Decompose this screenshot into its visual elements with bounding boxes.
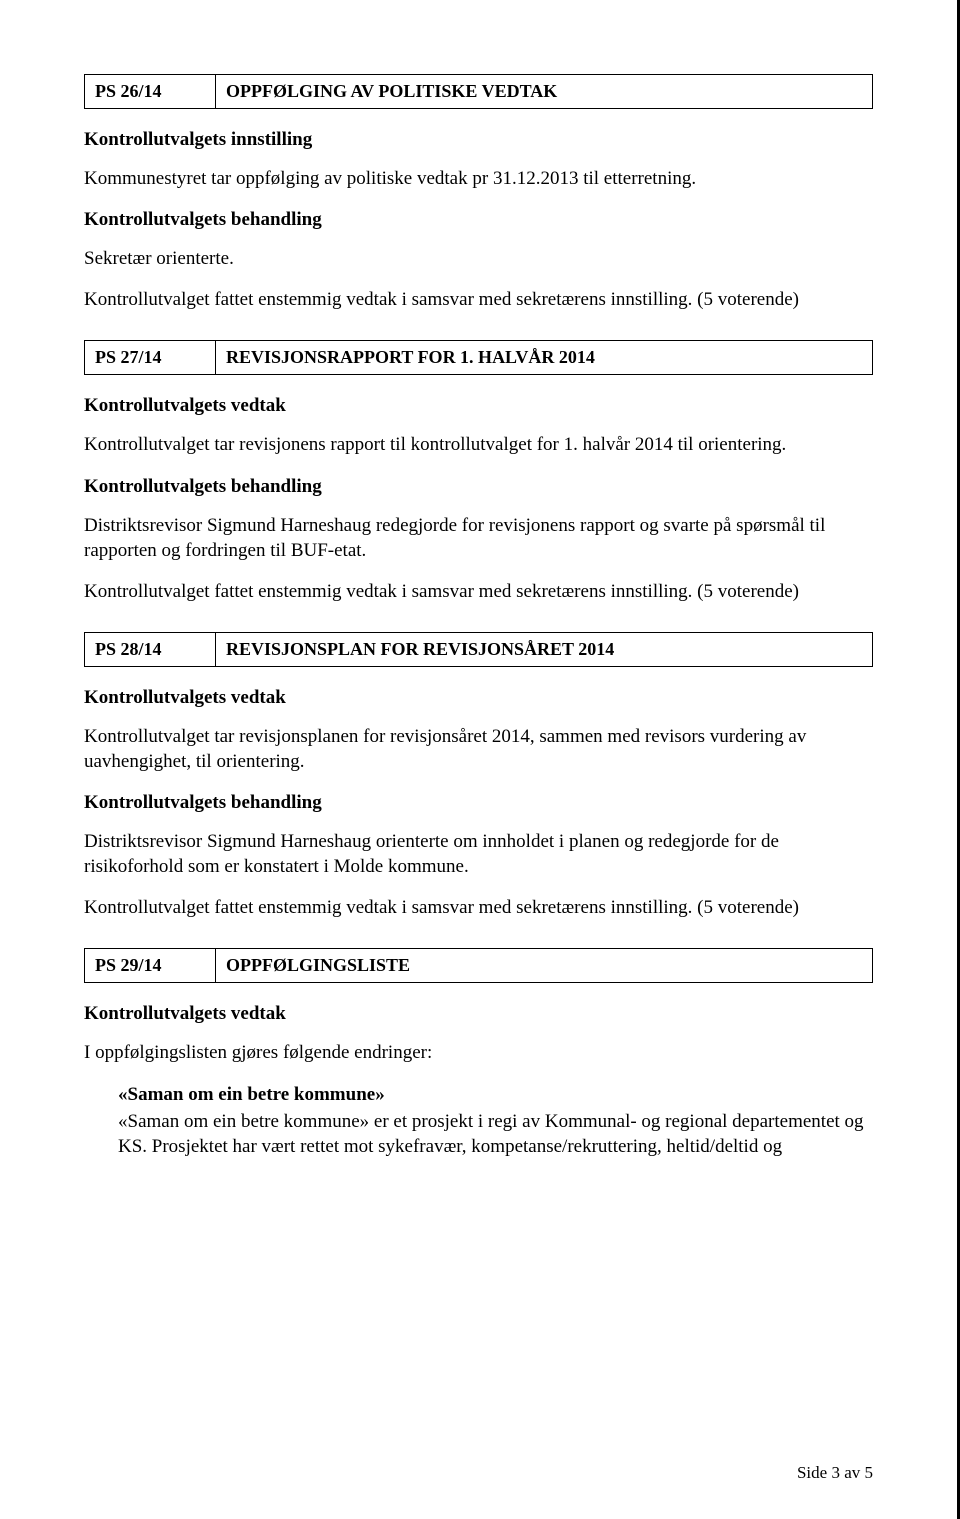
section-header-box: PS 28/14REVISJONSPLAN FOR REVISJONSÅRET … (84, 632, 873, 667)
heading-text: Kontrollutvalgets vedtak (84, 393, 873, 418)
body-text: Kontrollutvalget fattet enstemmig vedtak… (84, 287, 873, 312)
section: PS 29/14OPPFØLGINGSLISTE Kontrollutvalget… (84, 948, 873, 1158)
heading-text: Kontrollutvalgets vedtak (84, 685, 873, 710)
body-text: Kontrollutvalget tar revisjonens rapport… (84, 432, 873, 457)
section-title: OPPFØLGING AV POLITISKE VEDTAK (216, 75, 873, 109)
section-code: PS 29/14 (85, 949, 216, 983)
content-area: PS 26/14OPPFØLGING AV POLITISKE VEDTAK Ko… (84, 74, 873, 1159)
body-text: Kontrollutvalget fattet enstemmig vedtak… (84, 895, 873, 920)
section-code: PS 26/14 (85, 75, 216, 109)
section-header-box: PS 27/14REVISJONSRAPPORT FOR 1. HALVÅR 2… (84, 340, 873, 375)
heading-text: Kontrollutvalgets behandling (84, 207, 873, 232)
section-code: PS 27/14 (85, 341, 216, 375)
section-code: PS 28/14 (85, 632, 216, 666)
document-page: PS 26/14OPPFØLGING AV POLITISKE VEDTAK Ko… (0, 0, 960, 1519)
heading-text: Kontrollutvalgets behandling (84, 790, 873, 815)
indented-block: «Saman om ein betre kommune»«Saman om ei… (118, 1082, 873, 1159)
heading-text: Kontrollutvalgets innstilling (84, 127, 873, 152)
body-text: Kontrollutvalget fattet enstemmig vedtak… (84, 579, 873, 604)
section-header-box: PS 26/14OPPFØLGING AV POLITISKE VEDTAK (84, 74, 873, 109)
body-text: Distriktsrevisor Sigmund Harneshaug rede… (84, 513, 873, 563)
body-text: Kommunestyret tar oppfølging av politisk… (84, 166, 873, 191)
page-number: Side 3 av 5 (797, 1463, 873, 1483)
section: PS 27/14REVISJONSRAPPORT FOR 1. HALVÅR 2… (84, 340, 873, 603)
body-text: Sekretær orienterte. (84, 246, 873, 271)
section-title: REVISJONSPLAN FOR REVISJONSÅRET 2014 (216, 632, 873, 666)
body-text: I oppfølgingslisten gjøres følgende endr… (84, 1040, 873, 1065)
section-title: OPPFØLGINGSLISTE (216, 949, 873, 983)
section: PS 28/14REVISJONSPLAN FOR REVISJONSÅRET … (84, 632, 873, 921)
heading-text: Kontrollutvalgets vedtak (84, 1001, 873, 1026)
section-title: REVISJONSRAPPORT FOR 1. HALVÅR 2014 (216, 341, 873, 375)
body-text: Distriktsrevisor Sigmund Harneshaug orie… (84, 829, 873, 879)
heading-text: Kontrollutvalgets behandling (84, 474, 873, 499)
indented-heading: «Saman om ein betre kommune» (118, 1082, 873, 1107)
indented-body-text: «Saman om ein betre kommune» er et prosj… (118, 1109, 873, 1159)
section: PS 26/14OPPFØLGING AV POLITISKE VEDTAK Ko… (84, 74, 873, 312)
body-text: Kontrollutvalget tar revisjonsplanen for… (84, 724, 873, 774)
section-header-box: PS 29/14OPPFØLGINGSLISTE (84, 948, 873, 983)
